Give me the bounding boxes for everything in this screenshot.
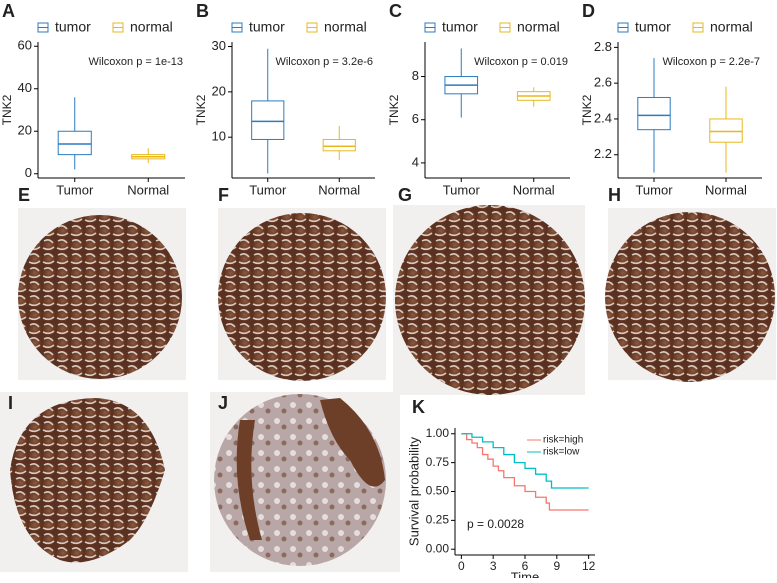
box [709, 118, 743, 143]
legend-label: normal [324, 19, 367, 35]
box [251, 100, 285, 140]
panel-label: K [412, 397, 425, 417]
annotation: Wilcoxon p = 1e-13 [89, 56, 183, 68]
x-tick-label: Normal [318, 182, 360, 197]
panel-label: H [608, 185, 621, 205]
y-tick-label: 0.25 [426, 513, 450, 527]
x-axis-label: Time [511, 569, 539, 578]
x-tick-label: 9 [553, 559, 560, 573]
y-axis-label: TNK2 [580, 94, 594, 125]
y-tick-label: 0 [25, 165, 32, 180]
legend-label: tumor [249, 19, 285, 35]
legend-label: tumor [55, 19, 91, 35]
panel-label: G [398, 185, 412, 205]
legend-label: risk=high [543, 435, 583, 446]
survival-curve [461, 433, 589, 511]
y-tick-label: 30 [212, 38, 226, 53]
x-tick-label: Tumor [443, 182, 481, 197]
y-tick-label: 60 [18, 38, 32, 53]
tissue-stain [236, 398, 385, 540]
y-tick-label: 1.00 [426, 426, 450, 440]
y-tick-label: 20 [212, 83, 226, 98]
legend-label: normal [130, 19, 173, 35]
x-tick-label: Normal [127, 182, 169, 197]
tissue-core [18, 215, 182, 379]
y-tick-label: 4 [412, 154, 419, 169]
panel-label: F [218, 185, 229, 205]
y-tick-label: 2.8 [594, 39, 612, 54]
y-tick-label: 2.4 [594, 110, 612, 125]
y-tick-label: 20 [18, 123, 32, 138]
y-tick-label: 8 [412, 68, 419, 83]
tissue-core [218, 213, 386, 381]
x-tick-label: Tumor [249, 182, 287, 197]
annotation: Wilcoxon p = 0.019 [474, 56, 568, 68]
y-axis-label: TNK2 [0, 94, 14, 125]
legend-label: tumor [635, 19, 671, 35]
panel-label: J [218, 393, 228, 413]
y-tick-label: 0.00 [426, 541, 450, 555]
panel-label: D [582, 1, 595, 21]
y-tick-label: 2.2 [594, 146, 612, 161]
panel-label: C [389, 1, 402, 21]
x-tick-label: Normal [513, 182, 555, 197]
y-tick-label: 40 [18, 80, 32, 95]
x-tick-label: Tumor [56, 182, 94, 197]
panel-label: A [2, 1, 15, 21]
x-tick-label: 0 [458, 559, 465, 573]
tissue-core [10, 398, 165, 563]
box [57, 130, 92, 156]
survival-curve [461, 433, 589, 489]
x-tick-label: 6 [522, 559, 529, 573]
annotation: p = 0.0028 [467, 517, 524, 531]
y-axis-label: Survival probability [406, 436, 421, 546]
y-axis-label: TNK2 [194, 94, 208, 125]
x-tick-label: Tumor [635, 182, 673, 197]
y-tick-label: 2.6 [594, 75, 612, 90]
tissue-core [395, 205, 585, 395]
legend-label: tumor [442, 19, 478, 35]
y-axis-label: TNK2 [387, 94, 401, 125]
box [322, 138, 356, 152]
panel-label: I [8, 393, 13, 413]
box [637, 96, 671, 131]
annotation: Wilcoxon p = 2.2e-7 [662, 56, 760, 68]
y-tick-label: 0.50 [426, 484, 450, 498]
legend-label: risk=low [543, 447, 580, 458]
x-tick-label: 12 [582, 559, 596, 573]
x-tick-label: 3 [490, 559, 497, 573]
ihc-images [0, 205, 776, 572]
y-tick-label: 10 [212, 129, 226, 144]
annotation: Wilcoxon p = 3.2e-6 [275, 56, 373, 68]
x-tick-label: Normal [705, 182, 747, 197]
panel-label: E [18, 185, 30, 205]
panel-label: B [196, 1, 209, 21]
legend-label: normal [710, 19, 753, 35]
y-tick-label: 6 [412, 111, 419, 126]
tissue-core [605, 212, 775, 382]
legend-label: normal [517, 19, 560, 35]
y-tick-label: 0.75 [426, 455, 450, 469]
